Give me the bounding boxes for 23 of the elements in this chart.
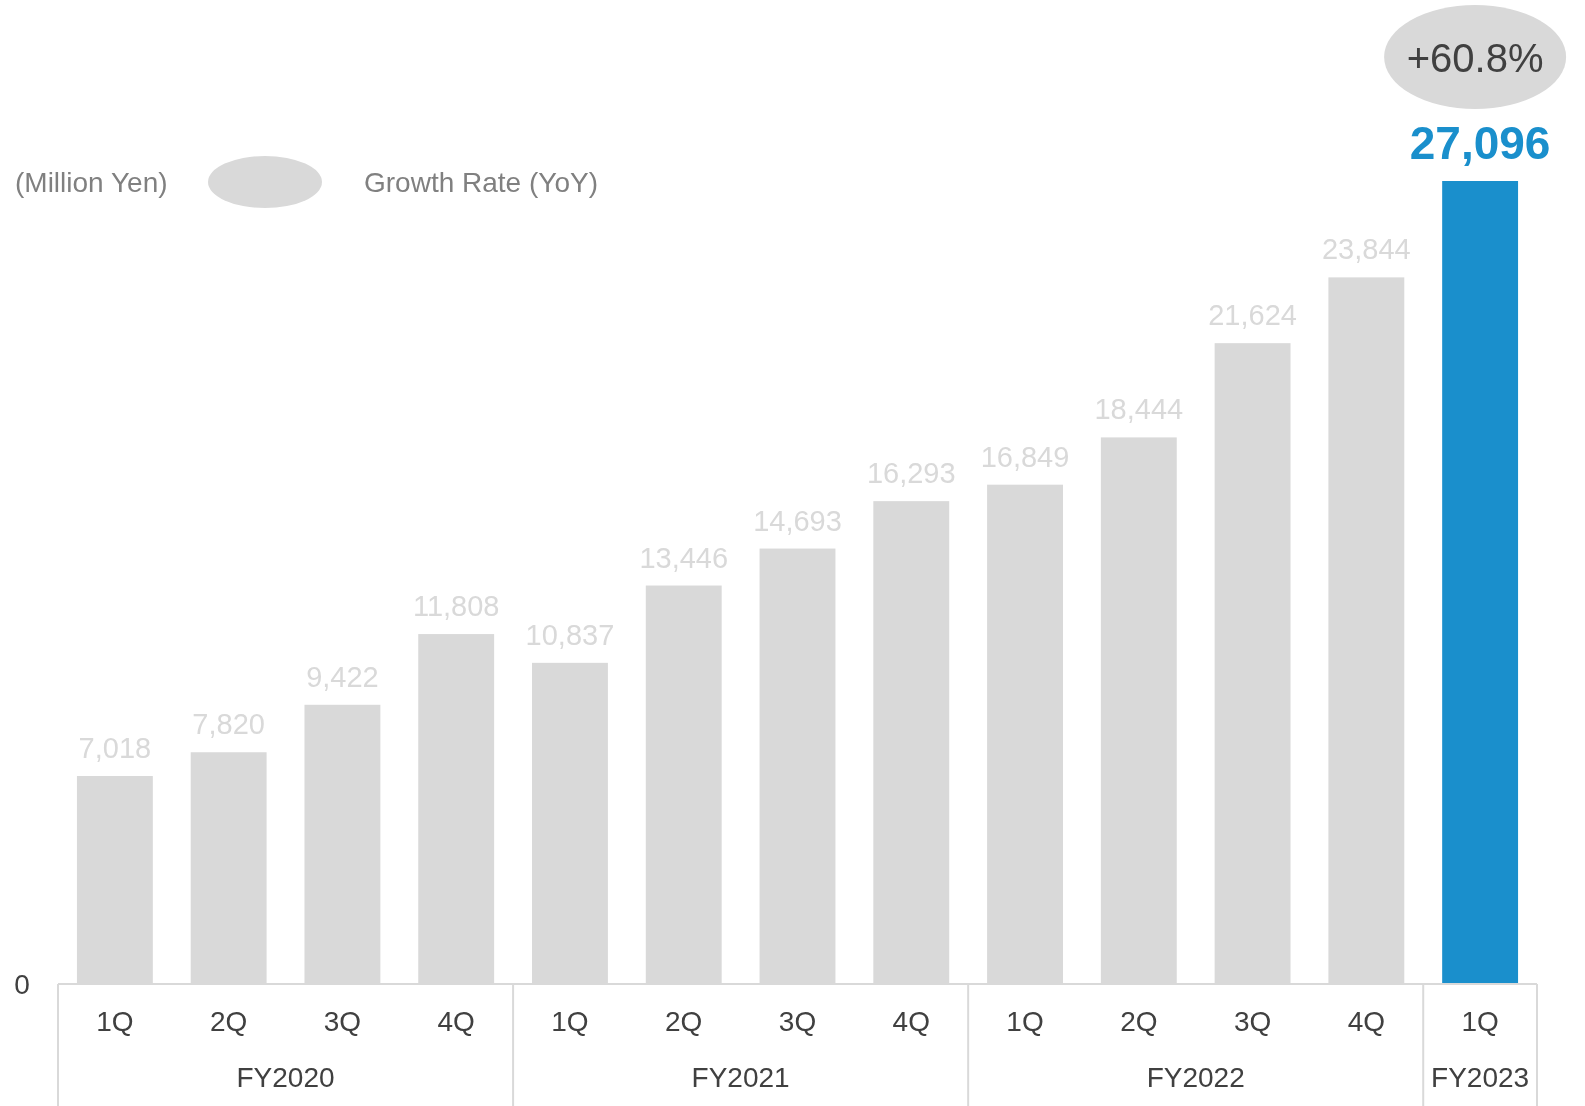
data-label: 27,096: [1409, 117, 1551, 169]
x-tick-label: 1Q: [1006, 1006, 1044, 1037]
bar: [1442, 181, 1519, 984]
x-tick-label: 3Q: [778, 1006, 817, 1037]
text: 0: [14, 969, 30, 1000]
x-tick-label: 1Q: [96, 1006, 134, 1037]
x-tick-label: 3Q: [1233, 1006, 1272, 1037]
text: FY2020: [236, 1062, 335, 1093]
x-tick-label: 2Q: [665, 1006, 703, 1037]
x-tick-label: 1Q: [551, 1006, 589, 1037]
annotation: Growth Rate (YoY): [364, 167, 598, 198]
text: FY2021: [691, 1062, 790, 1093]
x-tick-label: 3Q: [323, 1006, 362, 1037]
y-axis-title: (Million Yen): [15, 167, 168, 198]
x-tick-label: 4Q: [1347, 1006, 1386, 1037]
x-tick-label: 4Q: [892, 1006, 930, 1037]
x-tick-label: 2Q: [1120, 1006, 1158, 1037]
text: FY2022: [1146, 1062, 1245, 1093]
x-tick-label: 4Q: [437, 1006, 475, 1037]
text: +60.8%: [1406, 36, 1544, 80]
x-tick-label: 2Q: [209, 1006, 248, 1037]
text: FY2023: [1431, 1062, 1530, 1093]
x-tick-label: 1Q: [1461, 1006, 1499, 1037]
